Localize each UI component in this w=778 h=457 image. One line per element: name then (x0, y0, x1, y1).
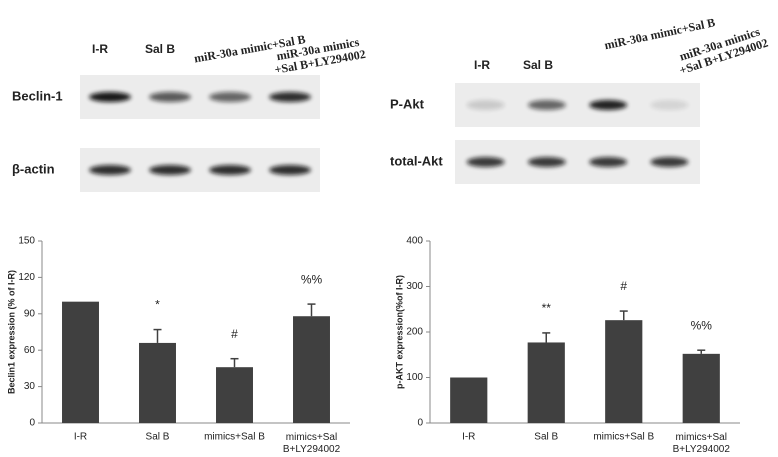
x-tick-label: Sal B (534, 432, 558, 443)
blot-band (209, 92, 251, 102)
y-tick-label: 30 (24, 381, 36, 392)
lane-label: Sal B (145, 42, 175, 56)
annotation: %% (301, 272, 323, 286)
blot-band (589, 157, 628, 167)
x-tick-label: mimics+Sal B (204, 432, 265, 443)
blot-band (589, 100, 628, 110)
y-tick-label: 90 (24, 308, 36, 319)
x-tick-label-line: mimics+Sal (676, 432, 727, 443)
blot-band (527, 157, 566, 167)
bar (62, 301, 99, 423)
y-tick-label: 150 (18, 236, 35, 247)
x-tick-label: I-R (74, 432, 87, 443)
y-tick-label: 0 (29, 418, 35, 429)
annotation: %% (691, 318, 713, 332)
blot-band (89, 165, 131, 175)
bar (682, 353, 720, 423)
lane-label: Sal B (523, 58, 553, 72)
y-tick-label: 400 (406, 236, 423, 247)
row-label: P-Akt (390, 96, 425, 111)
row-label: total-Akt (390, 153, 443, 168)
lane-label: I-R (92, 42, 108, 56)
bar (216, 367, 253, 423)
x-tick-label: I-R (462, 432, 475, 443)
annotation: # (231, 327, 238, 341)
blot-band (527, 100, 566, 110)
lane-label: I-R (474, 58, 490, 72)
blot-band (269, 92, 311, 102)
x-tick-label: mimics+Sal B+LY294002 (673, 432, 731, 455)
blot-band (650, 157, 689, 167)
x-tick-label: Sal B (146, 432, 170, 443)
blot-band (149, 165, 191, 175)
row-label: Beclin-1 (12, 88, 63, 103)
y-tick-label: 0 (417, 418, 423, 429)
y-axis-label: Beclin1 expression (% of I-R) (6, 270, 16, 394)
blot-band (466, 100, 505, 110)
blot-band (149, 92, 191, 102)
y-axis-label: p-AKT expression(%of I-R) (394, 275, 404, 389)
blot-band (466, 157, 505, 167)
bar (139, 342, 176, 423)
row-label: β-actin (12, 161, 55, 176)
x-tick-label: mimics+Sal B+LY294002 (283, 432, 341, 455)
blot-band (269, 165, 311, 175)
x-tick-label-line: B+LY294002 (283, 444, 341, 455)
y-tick-label: 60 (24, 345, 36, 356)
x-tick-label-line: mimics+Sal (286, 432, 337, 443)
y-tick-label: 100 (406, 372, 423, 383)
bar (450, 377, 488, 423)
bar (605, 320, 643, 423)
x-tick-label-line: B+LY294002 (673, 444, 731, 455)
annotation: ** (542, 301, 552, 315)
y-tick-label: 120 (18, 272, 35, 283)
annotation: * (155, 298, 160, 312)
blot-band (650, 100, 689, 110)
blot-band (209, 165, 251, 175)
annotation: # (620, 279, 627, 293)
y-tick-label: 300 (406, 281, 423, 292)
bar (527, 342, 565, 423)
y-tick-label: 200 (406, 327, 423, 338)
x-tick-label: mimics+Sal B (593, 432, 654, 443)
blot-band (89, 92, 131, 102)
bar (293, 316, 330, 423)
